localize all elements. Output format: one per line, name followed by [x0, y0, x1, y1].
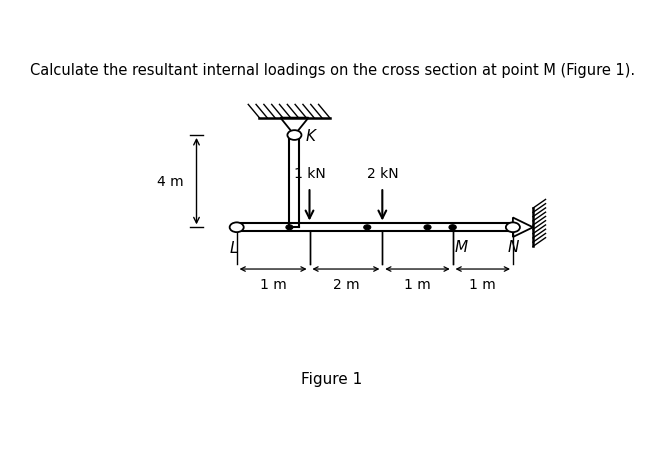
Text: 2 kN: 2 kN: [367, 167, 398, 181]
Circle shape: [449, 226, 456, 230]
Circle shape: [506, 223, 520, 233]
Text: K: K: [305, 128, 316, 143]
Text: 4 m: 4 m: [157, 175, 184, 189]
Text: 1 m: 1 m: [469, 277, 496, 291]
Circle shape: [286, 226, 293, 230]
Text: 1 m: 1 m: [260, 277, 286, 291]
Text: 1 m: 1 m: [404, 277, 431, 291]
Circle shape: [424, 226, 431, 230]
Text: M: M: [455, 240, 468, 255]
Circle shape: [364, 226, 371, 230]
Text: 1 kN: 1 kN: [294, 167, 325, 181]
Circle shape: [288, 131, 301, 141]
Text: Figure 1: Figure 1: [301, 371, 363, 386]
Circle shape: [229, 223, 244, 233]
Text: Calculate the resultant internal loadings on the cross section at point M (Figur: Calculate the resultant internal loading…: [30, 63, 634, 78]
Text: 2 m: 2 m: [332, 277, 359, 291]
Text: N: N: [508, 240, 519, 255]
Text: L: L: [230, 241, 238, 256]
